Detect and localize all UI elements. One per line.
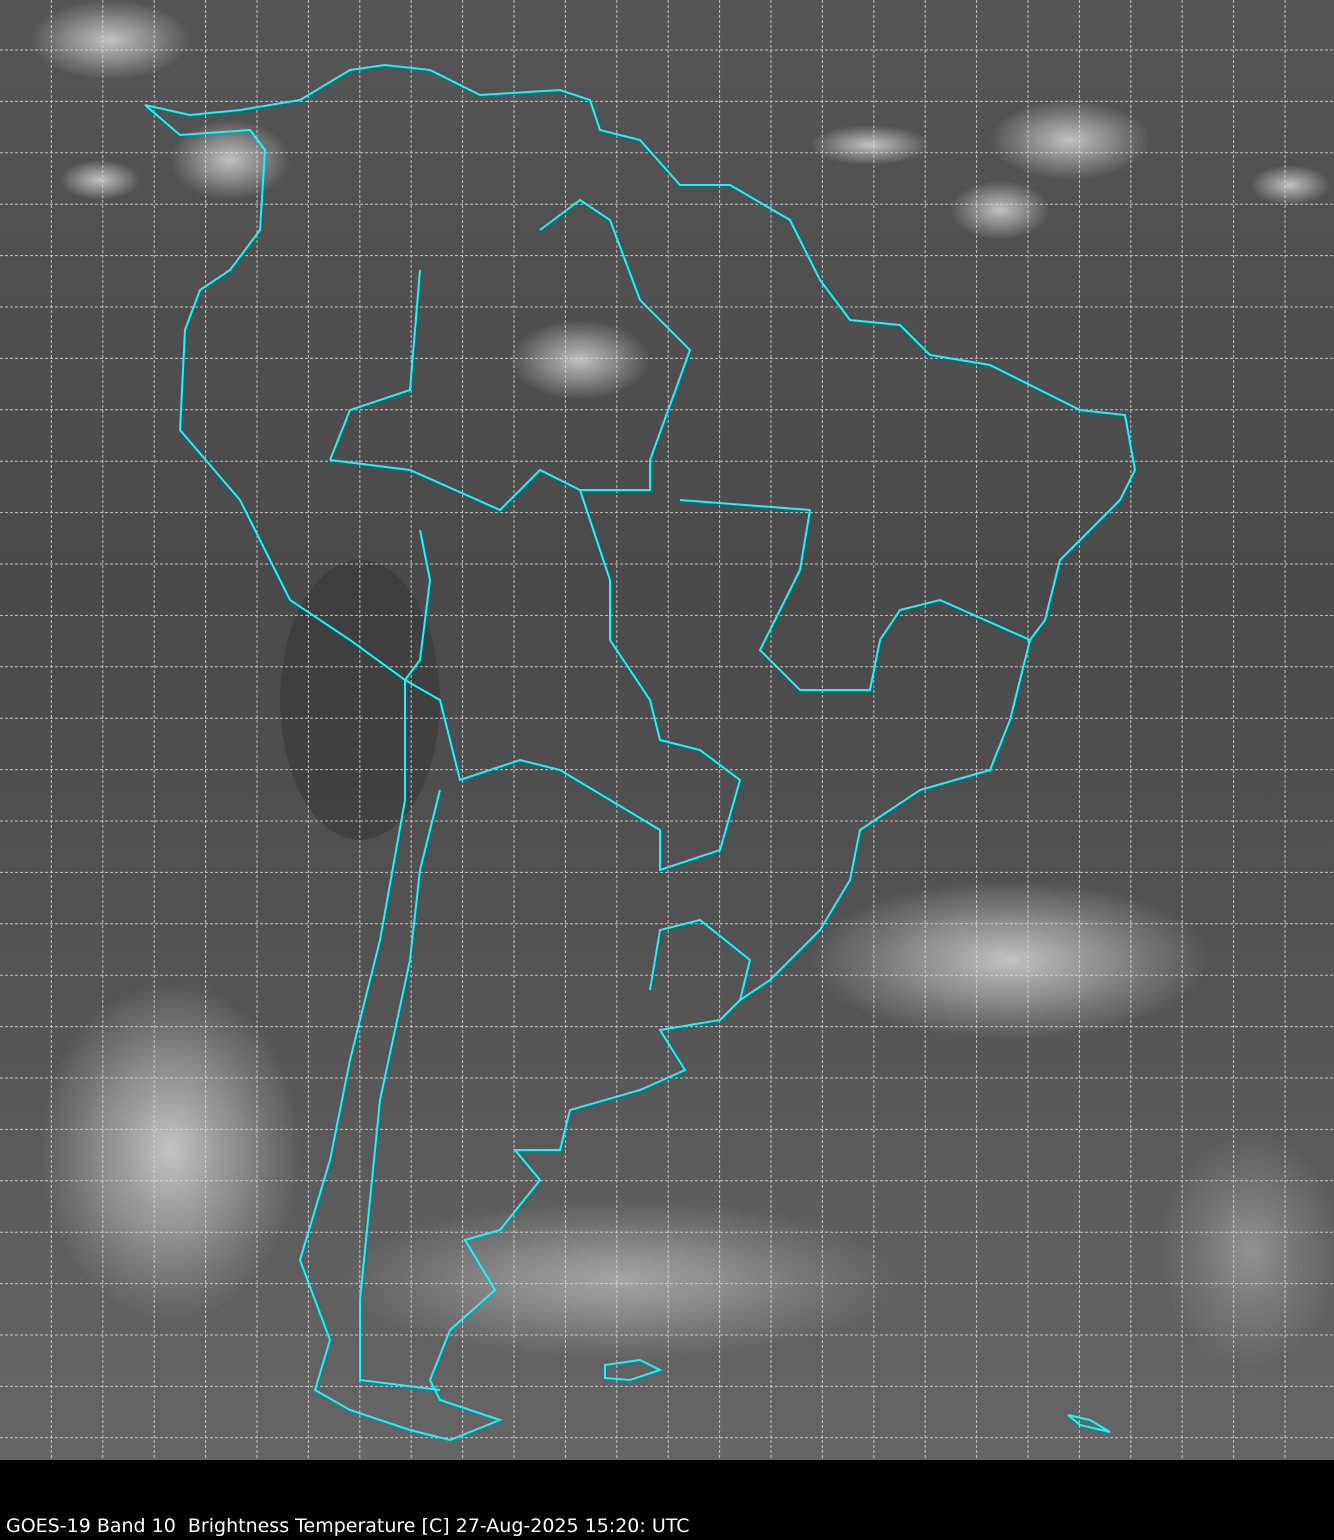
country-borders <box>329 198 1031 1391</box>
satellite-map <box>0 0 1334 1460</box>
image-caption: GOES-19 Band 10 Brightness Temperature [… <box>6 1515 690 1537</box>
coastlines-and-borders <box>144 63 1137 1442</box>
lat-lon-grid <box>0 0 1334 1460</box>
islands <box>604 1358 1111 1433</box>
